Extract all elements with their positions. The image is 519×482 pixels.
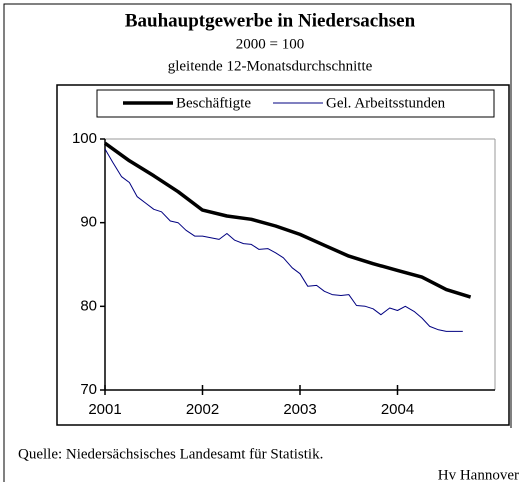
legend-label: Gel. Arbeitsstunden (326, 95, 446, 111)
chart-subtitle: 2000 = 100 (236, 36, 304, 52)
x-tick-label: 2004 (381, 401, 414, 418)
chart-title: Bauhauptgewerbe in Niedersachsen (125, 10, 416, 31)
chart-subtitle: gleitende 12-Monatsdurchschnitte (168, 58, 373, 74)
y-tick-label: 80 (80, 297, 97, 314)
y-tick-label: 70 (80, 381, 97, 398)
y-tick-label: 100 (72, 130, 97, 147)
y-tick-label: 90 (80, 214, 97, 231)
legend-label: Beschäftigte (176, 95, 251, 111)
x-tick-label: 2001 (88, 401, 121, 418)
outer-frame (3, 3, 512, 482)
source-note: Quelle: Niedersächsisches Landesamt für … (18, 446, 323, 462)
credit-note: Hv Hannover (438, 467, 519, 482)
data-line (104, 148, 463, 332)
x-tick-label: 2003 (283, 401, 316, 418)
x-tick-label: 2002 (186, 401, 219, 418)
legend: Beschäftigte Gel. Arbeitsstunden (123, 95, 446, 111)
plot-frame (56, 84, 510, 426)
data-line (103, 141, 472, 299)
